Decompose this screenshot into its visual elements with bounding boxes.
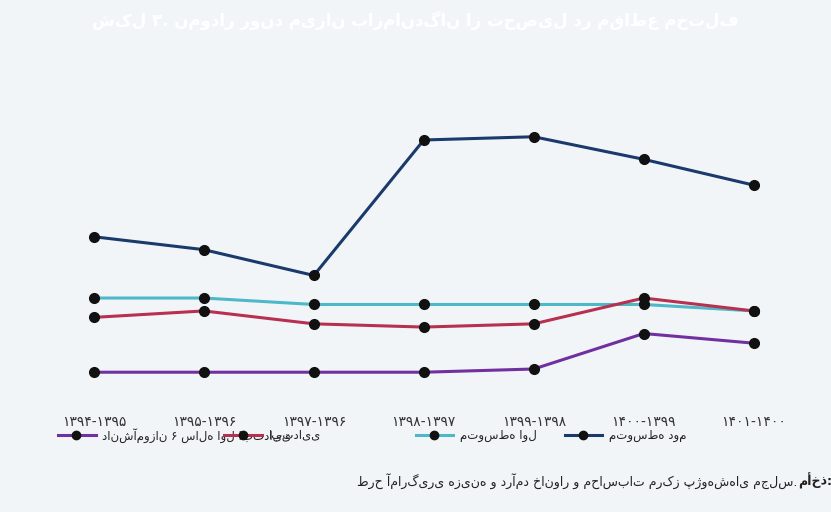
Text: شکل ۳. نمودار روند میزان بازماندگان از تحصیل در مقاطع مختلف: شکل ۳. نمودار روند میزان بازماندگان از ت… (92, 12, 739, 31)
Text: متوسطه دوم: متوسطه دوم (609, 429, 686, 442)
Text: ابتدایی: ابتدایی (268, 429, 321, 442)
Text: مأخذ:: مأخذ: (799, 473, 831, 489)
Text: دانش‌آموزان ۶ ساله اول ابتدایی: دانش‌آموزان ۶ ساله اول ابتدایی (102, 428, 291, 442)
Text: طرح آمارگیری هزینه و درآمد خانوار و محاسبات مرکز پژوهش‌های مجلس.: طرح آمارگیری هزینه و درآمد خانوار و محاس… (353, 473, 798, 489)
Text: متوسطه اول: متوسطه اول (460, 429, 537, 442)
